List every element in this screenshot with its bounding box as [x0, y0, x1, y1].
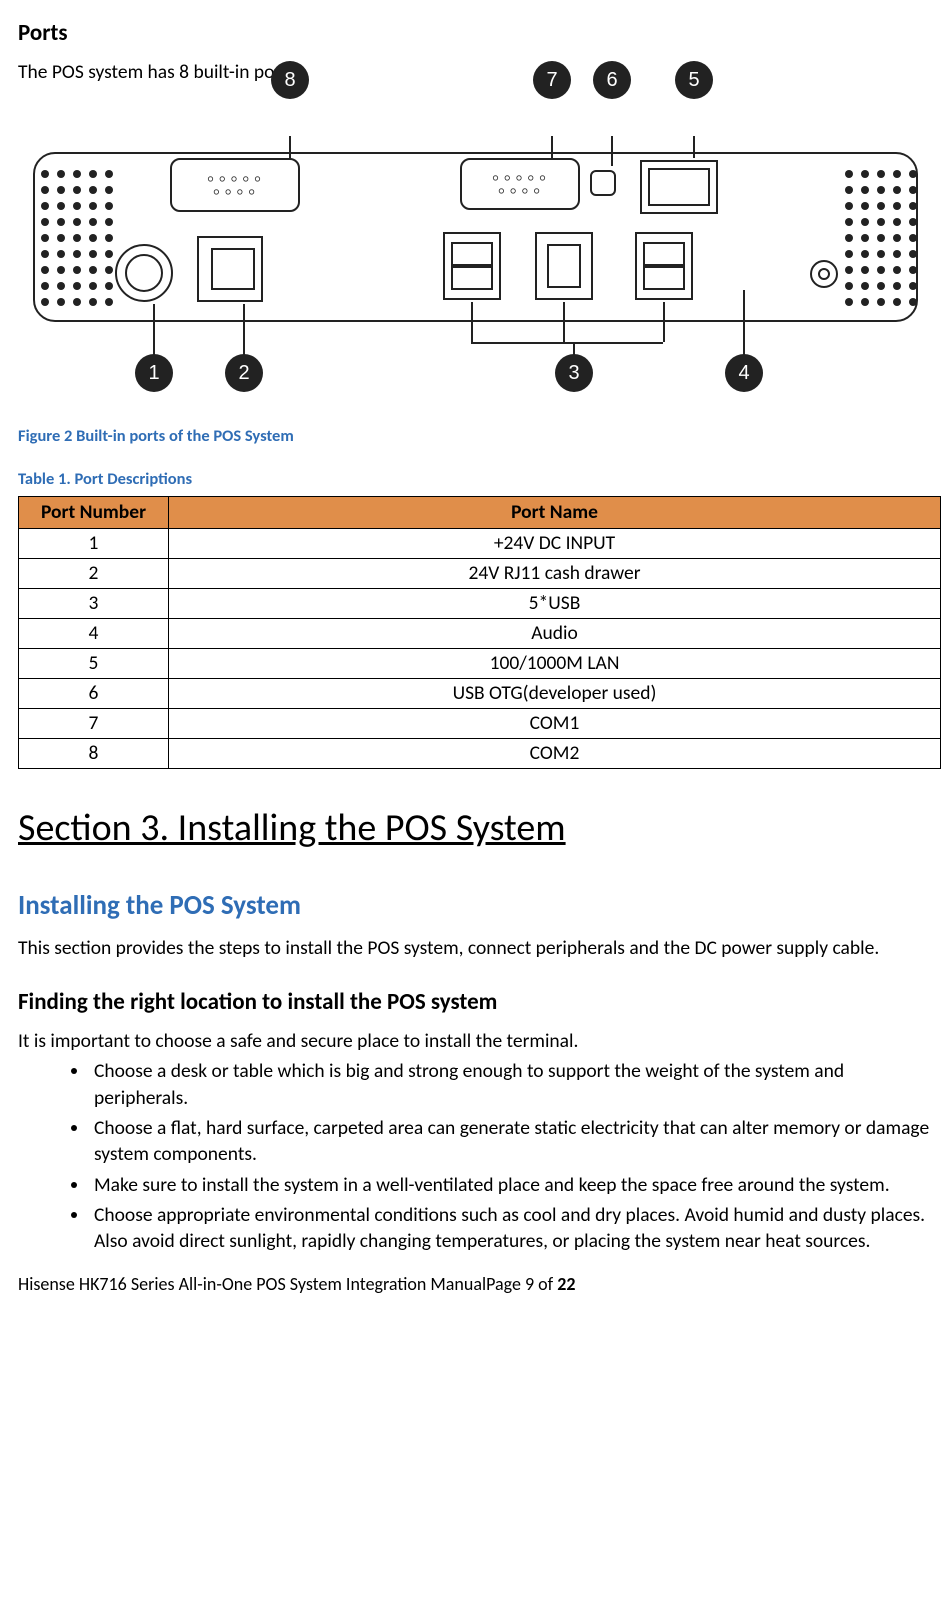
port-usb-single [535, 232, 593, 300]
footer-text-prefix: Hisense HK716 Series All-in-One POS Syst… [18, 1273, 525, 1295]
table-row: 8COM2 [19, 738, 941, 768]
port-rj11 [197, 236, 263, 302]
cell-port-name: COM2 [169, 738, 941, 768]
heading-installing: Installing the POS System [18, 888, 932, 924]
col-header-port-name: Port Name [169, 496, 941, 528]
table-row: 5100/1000M LAN [19, 648, 941, 678]
callout-7: 7 [533, 61, 571, 99]
callout-5: 5 [675, 61, 713, 99]
callout-3: 3 [555, 354, 593, 392]
location-bullet-list: Choose a desk or table which is big and … [18, 1058, 932, 1254]
cell-port-number: 4 [19, 618, 169, 648]
footer-page-current: 9 [525, 1273, 534, 1295]
callout-lead [289, 136, 291, 158]
callout-2: 2 [225, 354, 263, 392]
cell-port-name: +24V DC INPUT [169, 528, 941, 558]
callout-4: 4 [725, 354, 763, 392]
cell-port-number: 6 [19, 678, 169, 708]
cell-port-name: 5*USB [169, 588, 941, 618]
figure-caption: Figure 2 Built-in ports of the POS Syste… [18, 425, 932, 447]
table-row: 4Audio [19, 618, 941, 648]
port-usb-otg [590, 170, 616, 196]
cell-port-name: 100/1000M LAN [169, 648, 941, 678]
footer-page-total: 22 [557, 1273, 575, 1295]
callout-lead [471, 342, 663, 344]
port-usb-stack-a [443, 232, 501, 300]
cell-port-number: 3 [19, 588, 169, 618]
table-row: 1+24V DC INPUT [19, 528, 941, 558]
list-item: Make sure to install the system in a wel… [90, 1172, 932, 1198]
callout-lead [471, 302, 473, 342]
port-usb-stack-b [635, 232, 693, 300]
callout-lead [551, 136, 553, 158]
callout-lead [563, 302, 565, 342]
location-intro-text: It is important to choose a safe and sec… [18, 1028, 932, 1054]
ports-diagram: 1 2 3 4 5 6 7 8 [16, 97, 936, 417]
port-com1 [460, 158, 580, 210]
callout-1: 1 [135, 354, 173, 392]
ports-intro-text: The POS system has 8 built-in ports. [18, 59, 932, 85]
section-3-title: Section 3. Installing the POS System [18, 803, 932, 854]
cell-port-name: Audio [169, 618, 941, 648]
callout-lead [693, 136, 695, 158]
port-lan [640, 160, 718, 214]
port-com2 [170, 158, 300, 212]
callout-6: 6 [593, 61, 631, 99]
heading-location: Finding the right location to install th… [18, 987, 932, 1018]
table-row: 7COM1 [19, 708, 941, 738]
table-row: 35*USB [19, 588, 941, 618]
table-row: 224V RJ11 cash drawer [19, 558, 941, 588]
footer-text-mid: of [534, 1273, 557, 1295]
vent-holes-left [41, 170, 106, 308]
page-footer: Hisense HK716 Series All-in-One POS Syst… [18, 1272, 932, 1296]
cell-port-number: 2 [19, 558, 169, 588]
callout-lead [611, 136, 613, 166]
port-audio [810, 260, 838, 288]
callout-8: 8 [271, 61, 309, 99]
cell-port-number: 8 [19, 738, 169, 768]
table-header-row: Port Number Port Name [19, 496, 941, 528]
list-item: Choose a desk or table which is big and … [90, 1058, 932, 1111]
installing-paragraph: This section provides the steps to insta… [18, 935, 932, 961]
table-caption: Table 1. Port Descriptions [18, 468, 932, 490]
cell-port-name: COM1 [169, 708, 941, 738]
col-header-port-number: Port Number [19, 496, 169, 528]
device-back-panel: 1 2 3 4 5 6 7 8 [33, 152, 918, 322]
cell-port-number: 7 [19, 708, 169, 738]
list-item: Choose a flat, hard surface, carpeted ar… [90, 1115, 932, 1168]
callout-lead [663, 302, 665, 342]
vent-holes-right [845, 170, 910, 308]
list-item: Choose appropriate environmental conditi… [90, 1202, 932, 1255]
port-dc-input [115, 244, 173, 302]
cell-port-number: 1 [19, 528, 169, 558]
heading-ports: Ports [18, 18, 932, 49]
port-descriptions-table: Port Number Port Name 1+24V DC INPUT 224… [18, 496, 941, 769]
cell-port-name: USB OTG(developer used) [169, 678, 941, 708]
table-row: 6USB OTG(developer used) [19, 678, 941, 708]
cell-port-number: 5 [19, 648, 169, 678]
cell-port-name: 24V RJ11 cash drawer [169, 558, 941, 588]
